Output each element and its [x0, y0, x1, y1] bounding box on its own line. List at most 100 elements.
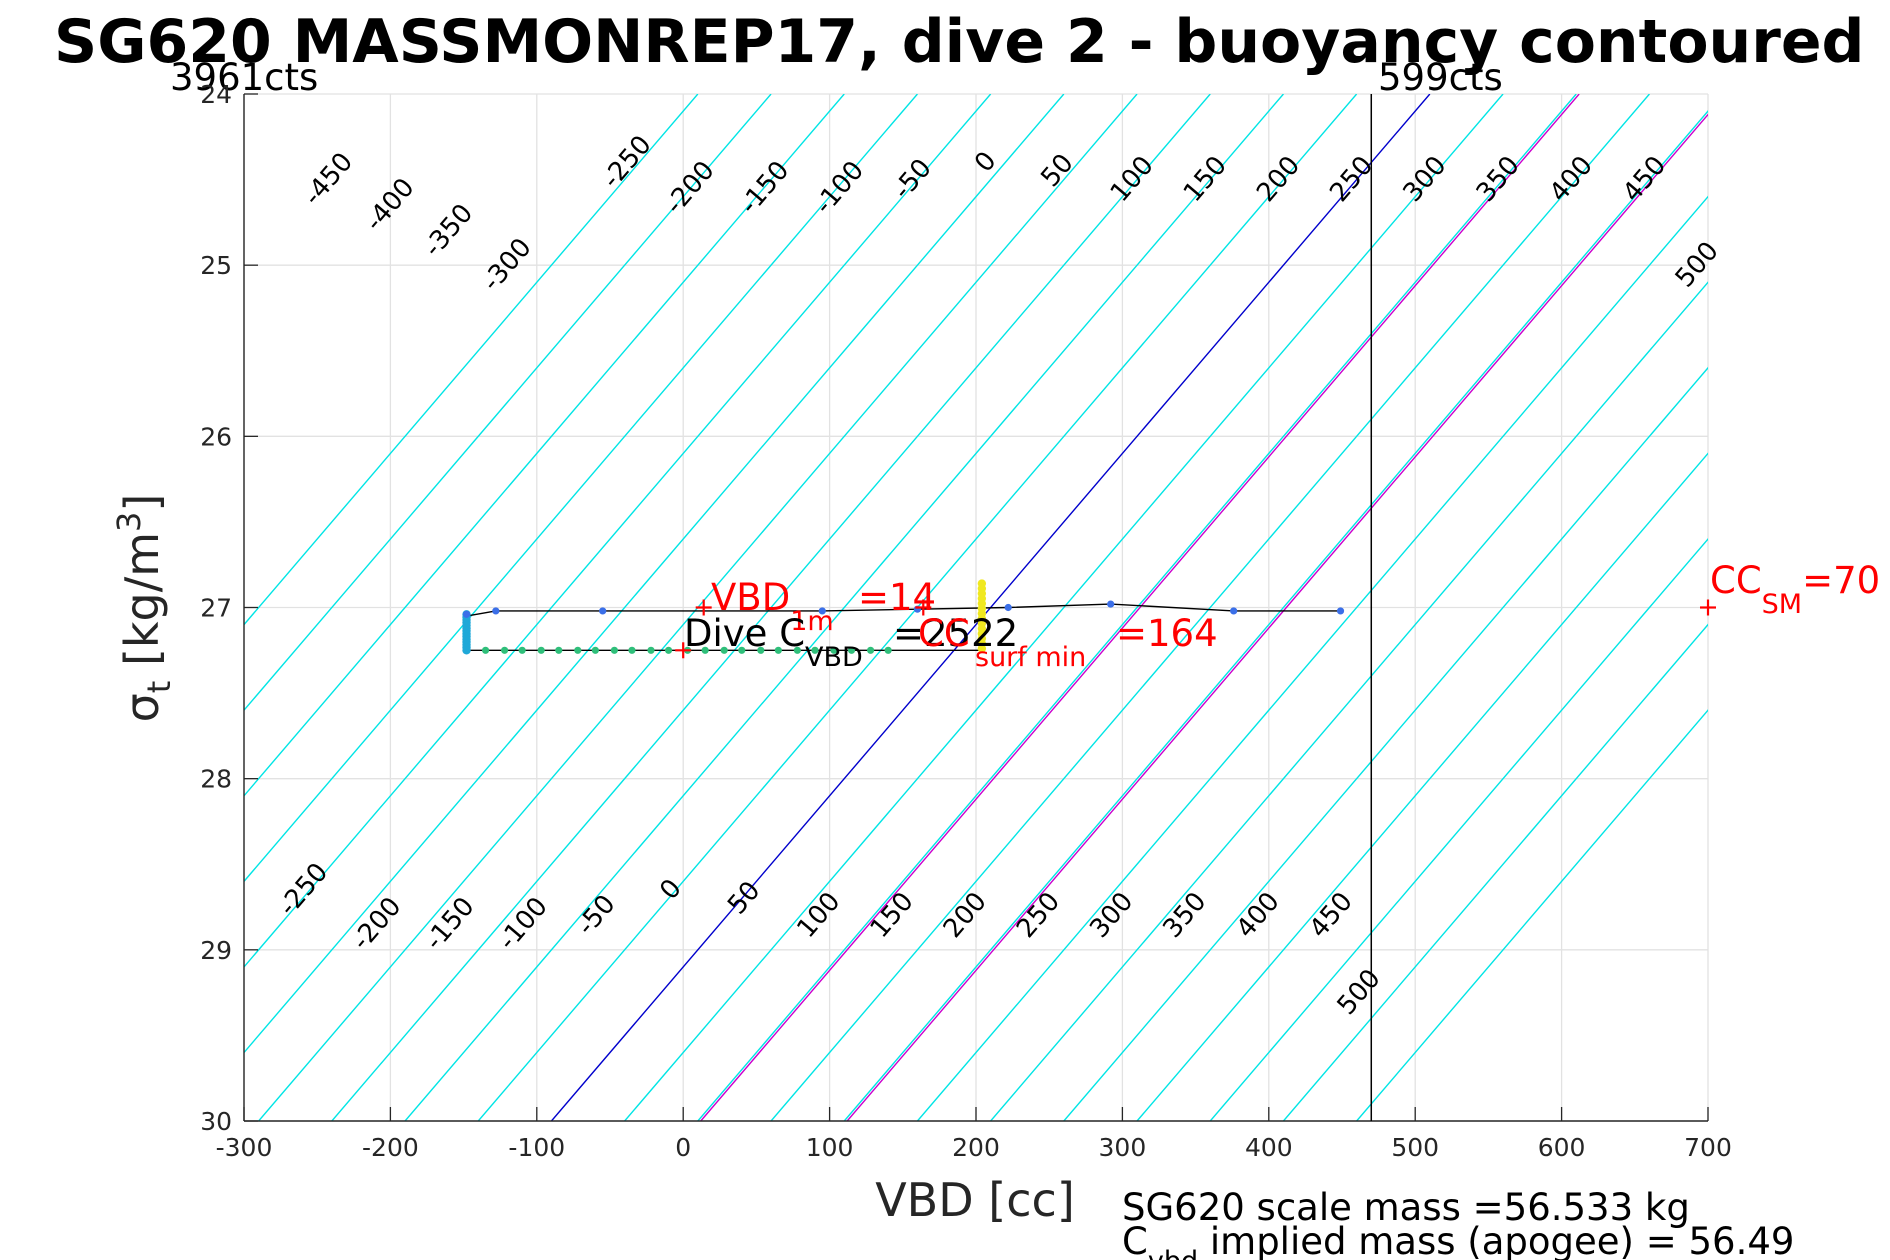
y-axis-ticks: 24 25 26 27 28 29 30: [200, 80, 258, 1136]
cc-sm-main: CC: [1710, 559, 1762, 602]
x-tick-label-10: 700: [1684, 1133, 1732, 1162]
dive-c-value: =2522: [893, 612, 1018, 655]
lower-track-point-3: [518, 646, 526, 654]
x-tick-label-5: 200: [952, 1133, 1000, 1162]
cc-sm-sub: SM: [1762, 589, 1802, 620]
contour-line-500: [1282, 623, 1708, 1121]
cvbd-sub: vbd: [1148, 1246, 1198, 1260]
dive-c-main: Dive C: [684, 612, 805, 655]
contour-line-150: [770, 94, 1650, 1121]
x-tick-label-7: 400: [1245, 1133, 1293, 1162]
lower-track-point-13: [701, 646, 709, 654]
upper-track-point-5: [1004, 603, 1012, 612]
y-tick-label-3: 27: [200, 594, 232, 623]
y-axis-label-sub: t: [140, 681, 178, 694]
lower-track-point-23: [884, 646, 892, 654]
lower-track-point-8: [610, 646, 618, 654]
cc-surf-sub: surf min: [975, 642, 1086, 673]
y-axis-label-close: ]: [115, 494, 169, 512]
annotations: [675, 599, 1716, 659]
dive-c-vbd-label: Dive CVBD =2522: [684, 612, 1018, 673]
contour-line-250: [916, 195, 1708, 1121]
top-left-count-label: 3961cts: [170, 56, 318, 99]
cc-sm-label: CCSM=70: [1710, 559, 1880, 620]
dive-c-sub: VBD: [805, 642, 863, 673]
x-tick-label-2: -100: [508, 1133, 565, 1162]
cvbd-implied-mass-text: Cvbd implied mass (apogee) = 56.49: [1122, 1220, 1794, 1260]
chart-title: SG620 MASSMONREP17, dive 2 - buoyancy co…: [54, 7, 1865, 77]
cc-surf-min-label: CCsurf min =164: [918, 612, 1218, 673]
x-tick-label-1: -200: [362, 1133, 419, 1162]
lower-track-point-17: [774, 646, 782, 654]
y-tick-label-5: 29: [200, 936, 232, 965]
y-tick-label-0: 24: [200, 80, 232, 109]
lower-track-point-11: [664, 646, 673, 654]
lower-track-point-5: [555, 646, 563, 654]
contour-line--400: [244, 94, 845, 797]
vbd-1m-sub: 1m: [790, 606, 833, 637]
x-tick-label-9: 600: [1538, 1133, 1586, 1162]
lower-track-point-4: [537, 646, 545, 654]
cc-surf-main: CC: [918, 612, 970, 655]
contour-line-550: [1356, 709, 1708, 1121]
cc-sm-value: =70: [1802, 559, 1880, 602]
contour-line-300: [990, 281, 1708, 1121]
contour-line--250: [244, 94, 1065, 1054]
lower-track-point-6: [574, 646, 582, 654]
highlight-line-0: [700, 94, 1580, 1121]
lower-track-point-1: [481, 646, 490, 654]
highlight-line-1: [846, 113, 1708, 1121]
lower-track-point-16: [757, 646, 765, 654]
contour-line--100: [404, 94, 1284, 1121]
lower-track-point-2: [500, 646, 509, 654]
y-axis-label-exp: 3: [110, 512, 148, 532]
contour-line-350: [1063, 366, 1708, 1121]
lower-track-point-10: [647, 646, 655, 654]
y-tick-label-6: 30: [200, 1107, 232, 1136]
upper-track-point-0: [462, 610, 471, 618]
y-axis-label-unit: [kg/m: [115, 532, 169, 681]
contour-line--150: [331, 94, 1211, 1121]
contour-line--500: [244, 94, 699, 626]
upper-track-point-2: [599, 607, 607, 615]
lower-track-point-19: [811, 646, 819, 654]
cluster-1-point-13: [977, 644, 987, 653]
upper-track-point-1: [492, 607, 500, 615]
lower-track-point-21: [847, 646, 856, 654]
cc-surf-value: =164: [1116, 612, 1218, 655]
annotation-marker-3: [915, 599, 932, 616]
x-tick-label-0: -300: [216, 1133, 273, 1162]
annotation-marker-0: [695, 599, 712, 616]
cluster-0-point-13: [462, 646, 471, 655]
cvbd-text: implied mass (apogee) = 56.49: [1198, 1220, 1794, 1260]
x-tick-label-6: 300: [1099, 1133, 1147, 1162]
contour-line-50: [624, 94, 1504, 1121]
lower-track-point-22: [866, 646, 875, 654]
x-axis-ticks: -300 -200 -100 0 100 200 300 400 500 600 700: [216, 1107, 1732, 1162]
x-tick-label-8: 500: [1391, 1133, 1439, 1162]
y-tick-label-1: 25: [200, 251, 232, 280]
y-axis-label: σt [kg/m3]: [110, 494, 178, 723]
lower-track-point-7: [591, 646, 599, 654]
vbd-1m-value: =14: [858, 576, 936, 619]
lower-track-point-9: [628, 646, 636, 654]
x-axis-label: VBD [cc]: [875, 1173, 1075, 1227]
lower-track-point-18: [793, 646, 801, 654]
upper-track-point-6: [1107, 600, 1115, 608]
y-tick-label-4: 28: [200, 765, 232, 794]
cvbd-main: C: [1122, 1220, 1148, 1260]
contour-line-400: [1136, 452, 1708, 1121]
y-tick-label-2: 26: [200, 422, 232, 451]
annotation-marker-2: [1700, 599, 1716, 616]
lower-track-point-14: [720, 646, 728, 654]
contour-line--450: [244, 94, 772, 712]
y-axis-label-sigma: σ: [115, 693, 169, 722]
top-right-count-label: 599cts: [1378, 56, 1503, 99]
data-tracks: [462, 579, 1345, 655]
upper-track-point-3: [818, 607, 826, 615]
contour-line-450: [1209, 537, 1708, 1121]
contour-line--350: [244, 94, 918, 883]
scale-mass-text: SG620 scale mass =56.533 kg: [1122, 1186, 1690, 1229]
x-tick-label-4: 100: [806, 1133, 854, 1162]
